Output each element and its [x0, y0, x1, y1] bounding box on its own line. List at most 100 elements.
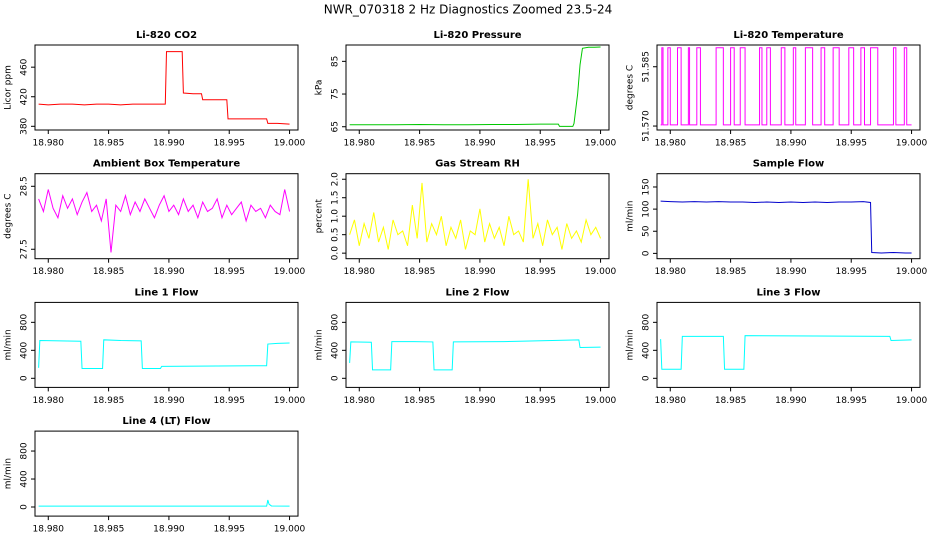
- plot-frame: [656, 44, 921, 131]
- y-tick-label: 800: [331, 313, 341, 330]
- x-tick-label: 18.980: [33, 396, 65, 406]
- x-tick-label: 18.990: [464, 139, 496, 149]
- y-axis-label: degrees C: [4, 194, 14, 239]
- plot-frame: [34, 173, 299, 260]
- x-tick-label: 18.990: [464, 267, 496, 277]
- x-tick-label: 18.985: [715, 396, 747, 406]
- page-title: NWR_070318 2 Hz Diagnostics Zoomed 23.5-…: [324, 3, 613, 17]
- y-tick-label: 65: [331, 121, 341, 132]
- x-tick-label: 18.980: [33, 525, 65, 535]
- x-tick-label: 18.995: [524, 396, 556, 406]
- data-line: [38, 51, 290, 125]
- y-tick-label: 0: [331, 375, 341, 381]
- y-tick-label: 75: [331, 88, 341, 99]
- x-tick-label: 18.995: [524, 139, 556, 149]
- x-tick-label: 19.000: [896, 396, 928, 406]
- y-axis-label: ml/min: [626, 329, 636, 360]
- data-line: [38, 499, 290, 507]
- data-line: [349, 46, 601, 127]
- y-tick-label: 0: [20, 375, 30, 381]
- y-tick-label: 800: [20, 313, 30, 330]
- y-tick-label: 400: [20, 470, 30, 487]
- y-tick-label: 0.5: [331, 228, 341, 242]
- x-tick-label: 19.000: [585, 267, 617, 277]
- data-line: [349, 339, 601, 371]
- panel-title: Line 1 Flow: [135, 287, 199, 298]
- y-tick-label: 0.0: [331, 246, 341, 261]
- y-tick-label: 51.570: [642, 110, 652, 142]
- panel-title: Gas Stream RH: [435, 159, 520, 170]
- y-axis-label: ml/min: [315, 329, 325, 360]
- x-tick-label: 18.985: [93, 396, 125, 406]
- y-tick-label: 1.5: [331, 191, 341, 205]
- plot-frame: [34, 301, 299, 388]
- plot-frame: [34, 44, 299, 131]
- x-tick-label: 18.995: [835, 267, 867, 277]
- x-tick-label: 18.995: [213, 525, 245, 535]
- x-tick-label: 18.995: [835, 139, 867, 149]
- y-tick-label: 0: [642, 375, 652, 381]
- x-tick-label: 18.985: [404, 396, 436, 406]
- y-tick-label: 2.0: [331, 172, 341, 187]
- x-tick-label: 18.985: [93, 525, 125, 535]
- x-tick-label: 19.000: [585, 396, 617, 406]
- x-tick-label: 18.990: [153, 396, 185, 406]
- y-tick-label: 400: [331, 341, 341, 358]
- panel-title: Sample Flow: [753, 159, 825, 170]
- y-tick-label: 380: [20, 117, 30, 134]
- y-tick-label: 0: [642, 250, 652, 256]
- x-tick-label: 18.995: [835, 396, 867, 406]
- x-tick-label: 18.980: [655, 267, 687, 277]
- x-tick-label: 18.980: [344, 139, 376, 149]
- x-tick-label: 18.980: [655, 139, 687, 149]
- data-line: [349, 179, 602, 250]
- data-line: [660, 335, 912, 370]
- x-tick-label: 18.990: [775, 139, 807, 149]
- y-tick-label: 400: [20, 341, 30, 358]
- y-tick-label: 0: [20, 504, 30, 510]
- x-tick-label: 18.985: [715, 139, 747, 149]
- y-axis-label: ml/min: [4, 458, 14, 489]
- x-tick-label: 19.000: [274, 396, 306, 406]
- x-tick-label: 18.990: [464, 396, 496, 406]
- y-tick-label: 28.5: [20, 176, 30, 196]
- x-tick-label: 18.995: [524, 267, 556, 277]
- plot-frame: [34, 430, 299, 517]
- x-tick-label: 18.985: [404, 139, 436, 149]
- panel-title: Line 3 Flow: [757, 287, 821, 298]
- x-tick-label: 18.990: [153, 139, 185, 149]
- panel-title: Li-820 Temperature: [733, 30, 843, 41]
- x-tick-label: 18.995: [213, 267, 245, 277]
- data-line: [38, 339, 290, 370]
- y-axis-label: ml/min: [626, 201, 636, 232]
- y-axis-label: kPa: [315, 80, 325, 96]
- x-tick-label: 18.990: [153, 267, 185, 277]
- x-tick-label: 18.985: [93, 139, 125, 149]
- y-tick-label: 460: [20, 58, 30, 75]
- y-tick-label: 400: [642, 341, 652, 358]
- x-tick-label: 18.995: [213, 396, 245, 406]
- y-axis-label: ml/min: [4, 329, 14, 360]
- x-tick-label: 18.980: [33, 139, 65, 149]
- x-tick-label: 18.980: [655, 396, 687, 406]
- x-tick-label: 19.000: [274, 139, 306, 149]
- plot-frame: [656, 301, 921, 388]
- y-tick-label: 27.5: [20, 239, 30, 259]
- y-tick-label: 1.0: [331, 209, 341, 224]
- x-tick-label: 19.000: [896, 139, 928, 149]
- panel-title: Line 2 Flow: [446, 287, 510, 298]
- x-tick-label: 18.985: [715, 267, 747, 277]
- x-tick-label: 19.000: [274, 525, 306, 535]
- x-tick-label: 18.990: [775, 267, 807, 277]
- y-tick-label: 51.585: [642, 51, 652, 83]
- panel-title: Li-820 CO2: [136, 30, 197, 41]
- x-tick-label: 18.990: [775, 396, 807, 406]
- plot-frame: [345, 44, 610, 131]
- y-tick-label: 800: [642, 313, 652, 330]
- x-tick-label: 18.995: [213, 139, 245, 149]
- x-tick-label: 18.985: [404, 267, 436, 277]
- data-line: [660, 200, 912, 254]
- x-tick-label: 19.000: [585, 139, 617, 149]
- plot-frame: [345, 173, 610, 260]
